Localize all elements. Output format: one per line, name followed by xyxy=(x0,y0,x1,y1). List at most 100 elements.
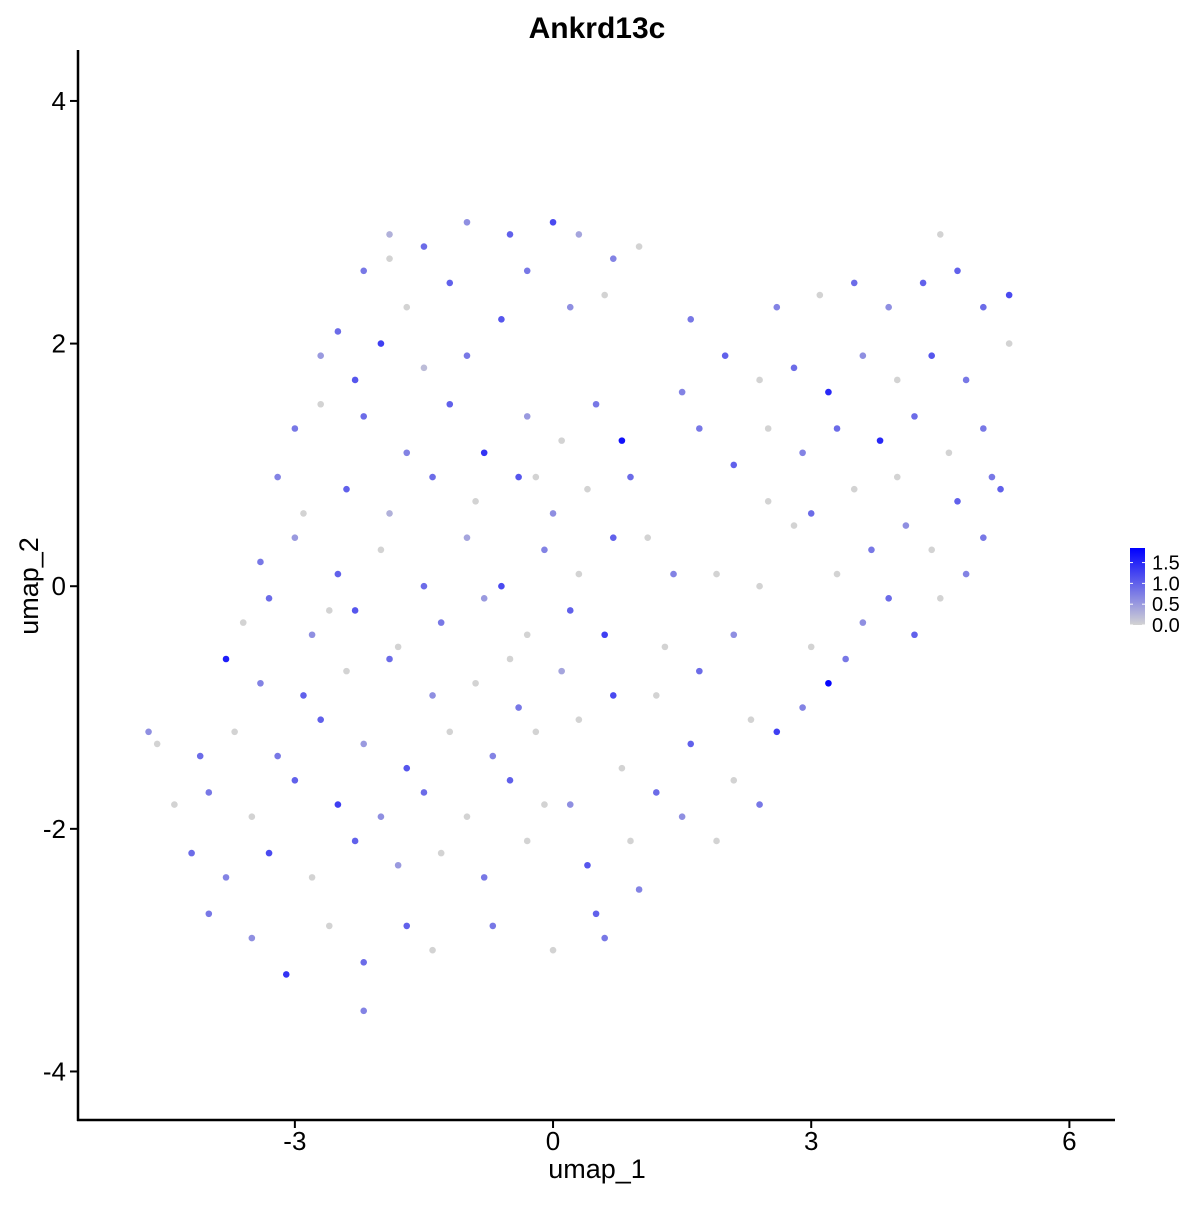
cell-point xyxy=(343,667,350,675)
cell-point xyxy=(859,619,867,626)
cell-point xyxy=(773,303,781,311)
cell-point xyxy=(463,218,471,226)
cell-point xyxy=(523,837,531,845)
cell-point xyxy=(764,425,772,432)
cell-point xyxy=(980,425,987,432)
x-tick-label: -3 xyxy=(283,1126,306,1156)
cell-point xyxy=(291,777,299,784)
cell-point xyxy=(558,667,565,675)
cell-point xyxy=(446,728,454,736)
cell-point xyxy=(308,874,316,881)
cell-point xyxy=(937,231,944,238)
cell-point xyxy=(764,497,772,505)
cell-point xyxy=(239,619,247,626)
cell-point xyxy=(248,813,256,821)
cell-point xyxy=(274,473,281,481)
cell-point xyxy=(893,376,901,384)
cell-point xyxy=(377,813,385,821)
cell-point xyxy=(962,570,970,578)
cell-point xyxy=(893,473,901,481)
cell-point xyxy=(721,352,729,360)
cell-point xyxy=(566,801,574,808)
cell-point xyxy=(489,922,497,930)
cell-point xyxy=(386,255,393,262)
cell-point xyxy=(257,558,264,566)
cell-point xyxy=(1005,340,1013,347)
x-tick-label: 3 xyxy=(804,1126,818,1156)
cell-point xyxy=(334,801,342,808)
cell-point xyxy=(937,595,944,602)
cell-point xyxy=(730,777,738,784)
cell-point xyxy=(308,631,316,639)
cell-point xyxy=(756,376,763,384)
cell-point xyxy=(696,667,703,675)
cell-point xyxy=(222,874,230,881)
x-tick-label: 0 xyxy=(546,1126,560,1156)
cell-point xyxy=(541,546,548,554)
cell-point xyxy=(446,400,454,408)
cell-point xyxy=(386,510,393,517)
cell-point xyxy=(885,595,892,602)
cell-point xyxy=(325,607,333,614)
cell-point xyxy=(343,485,350,493)
cell-point xyxy=(1005,291,1013,299)
cell-point xyxy=(678,388,686,396)
cell-point xyxy=(859,352,867,360)
cell-point xyxy=(575,716,583,723)
cell-point xyxy=(592,910,600,918)
cell-point xyxy=(919,279,927,287)
cell-point xyxy=(945,449,953,457)
cell-point xyxy=(222,655,230,663)
cell-point xyxy=(325,922,333,930)
y-tick-label: 4 xyxy=(52,86,66,116)
cell-point xyxy=(506,231,514,238)
cell-point xyxy=(446,279,454,287)
cell-point xyxy=(274,752,281,760)
cell-point xyxy=(618,764,626,772)
y-tick-label: 2 xyxy=(52,329,66,359)
cell-point xyxy=(506,777,514,784)
colorbar-label: 1.0 xyxy=(1152,573,1180,595)
cell-point xyxy=(601,631,608,639)
cell-point xyxy=(403,449,411,457)
cell-point xyxy=(360,740,368,748)
cell-point xyxy=(902,522,910,529)
cell-point xyxy=(730,461,738,469)
cell-point xyxy=(850,279,858,287)
cell-point xyxy=(394,861,402,869)
cell-point xyxy=(601,291,608,299)
cell-point xyxy=(523,631,531,639)
cell-point xyxy=(713,837,720,845)
cell-point xyxy=(188,849,195,857)
cell-point xyxy=(282,971,290,978)
cell-point xyxy=(317,716,324,723)
cell-point xyxy=(360,413,368,420)
cell-point xyxy=(498,582,505,590)
cell-point xyxy=(403,764,411,772)
chart-title: Ankrd13c xyxy=(529,12,666,45)
cell-point xyxy=(833,570,841,578)
cell-point xyxy=(205,910,213,918)
cell-point xyxy=(988,473,996,481)
cell-point xyxy=(429,692,436,699)
cell-point xyxy=(351,376,359,384)
cell-point xyxy=(145,728,152,736)
cell-point xyxy=(532,473,540,481)
cell-point xyxy=(911,413,918,420)
cell-point xyxy=(825,388,832,396)
cell-point xyxy=(601,934,608,942)
cell-point xyxy=(816,291,824,299)
cell-point xyxy=(480,595,488,602)
cell-point xyxy=(429,473,436,481)
cell-point xyxy=(489,752,497,760)
cell-point xyxy=(799,704,806,711)
colorbar-label: 0.5 xyxy=(1152,594,1180,616)
cell-point xyxy=(265,595,273,602)
cell-point xyxy=(592,400,600,408)
cell-point xyxy=(549,946,557,954)
cell-point xyxy=(670,570,677,578)
cell-point xyxy=(360,958,368,966)
cell-point xyxy=(463,813,471,821)
y-tick-label: 0 xyxy=(52,571,66,601)
